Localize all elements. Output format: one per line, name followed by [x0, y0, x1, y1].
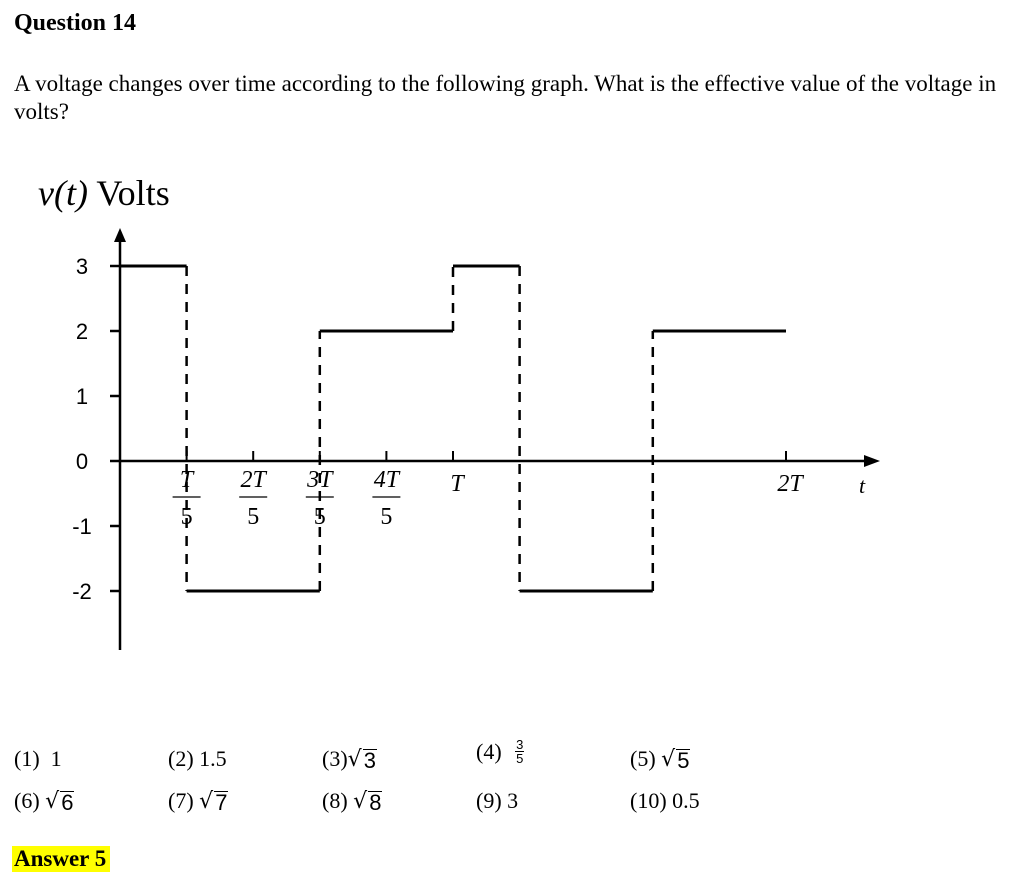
option-6-prefix: (6) — [14, 788, 46, 813]
option-9-value: 3 — [507, 788, 519, 813]
x-tick-label-denominator: 5 — [181, 504, 193, 530]
x-tick-label-denominator: 5 — [380, 504, 392, 530]
option-4-prefix: (4) — [476, 738, 508, 764]
option-7-sqrt: √ 7 — [199, 788, 229, 815]
option-4[interactable]: (4) 3 5 — [476, 737, 525, 766]
option-3-sqrt: √ 3 — [347, 746, 377, 773]
option-5-radicand: 5 — [676, 747, 691, 773]
option-10-prefix: (10) — [630, 788, 673, 813]
option-7-radicand: 7 — [214, 789, 229, 815]
option-6-sqrt: √ 6 — [45, 788, 75, 815]
option-5[interactable]: (5) √ 5 — [630, 746, 691, 773]
x-tick-label-numerator: 2T — [241, 467, 268, 493]
question-number: Question 14 — [14, 10, 137, 36]
y-axis-label-function: v(t) — [38, 173, 88, 213]
option-4-fraction: 3 5 — [515, 737, 525, 766]
option-7[interactable]: (7) √ 7 — [168, 788, 229, 815]
y-tick-label: -2 — [72, 579, 92, 604]
x-tick-label-denominator: 5 — [247, 504, 259, 530]
x-tick-label: 2T — [777, 471, 804, 497]
option-8-sqrt: √ 8 — [353, 788, 383, 815]
option-4-denominator: 5 — [516, 751, 524, 766]
option-1[interactable]: (1) 1 — [14, 746, 62, 772]
option-8-radicand: 8 — [368, 789, 383, 815]
y-tick-label: 0 — [76, 449, 88, 474]
option-1-prefix: (1) — [14, 746, 51, 771]
option-3[interactable]: (3) √ 3 — [322, 746, 377, 772]
option-6[interactable]: (6) √ 6 — [14, 788, 75, 815]
option-10-value: 0.5 — [672, 788, 700, 813]
option-1-value: 1 — [50, 746, 62, 771]
y-tick-label: -1 — [72, 514, 92, 539]
option-4-numerator: 3 — [515, 737, 525, 752]
option-8-prefix: (8) — [322, 788, 354, 813]
option-3-prefix: (3) — [322, 746, 348, 771]
y-tick-label: 1 — [76, 384, 88, 409]
answer-highlight: Answer 5 — [12, 846, 111, 872]
x-tick-label-numerator: 4T — [374, 467, 401, 493]
option-10[interactable]: (10) 0.5 — [630, 788, 700, 814]
x-tick-label-numerator: T — [180, 467, 195, 493]
x-axis-arrow — [864, 455, 880, 467]
option-7-prefix: (7) — [168, 788, 200, 813]
option-5-sqrt: √ 5 — [661, 746, 691, 773]
option-9-prefix: (9) — [476, 788, 508, 813]
option-9[interactable]: (9) 3 — [476, 788, 518, 814]
option-6-radicand: 6 — [60, 789, 75, 815]
y-axis-label-unit: Volts — [96, 173, 170, 213]
y-axis-arrow — [114, 228, 126, 242]
option-2-value: 1.5 — [199, 746, 227, 771]
y-axis-label: v(t) Volts — [38, 172, 170, 214]
y-tick-label: 3 — [76, 254, 88, 279]
option-5-prefix: (5) — [630, 746, 662, 771]
x-tick-label: T — [450, 471, 465, 497]
x-axis-label: t — [859, 473, 866, 498]
option-8[interactable]: (8) √ 8 — [322, 788, 383, 815]
option-2-prefix: (2) — [168, 746, 200, 771]
option-3-radicand: 3 — [362, 747, 377, 773]
y-tick-label: 2 — [76, 319, 88, 344]
option-2[interactable]: (2) 1.5 — [168, 746, 227, 772]
question-text: A voltage changes over time according to… — [14, 71, 997, 124]
